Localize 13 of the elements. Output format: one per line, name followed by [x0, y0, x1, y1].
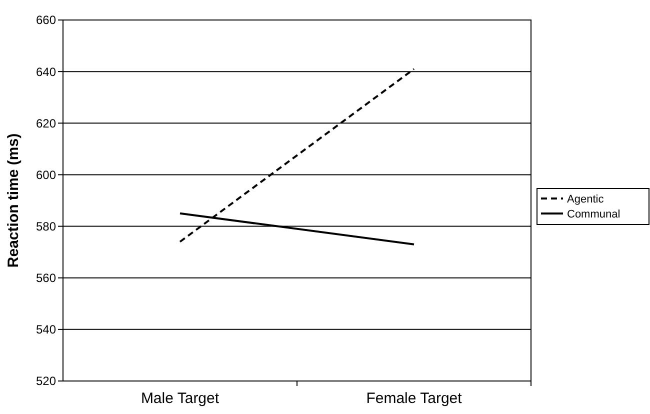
legend-label: Agentic: [567, 193, 604, 206]
y-tick-label: 660: [36, 13, 56, 28]
y-tick-label: 600: [36, 168, 56, 182]
y-tick-label: 540: [36, 322, 56, 337]
y-tick-label: 560: [36, 271, 56, 286]
y-tick-label: 620: [36, 116, 56, 130]
x-tick-label: Male Target: [140, 390, 220, 407]
y-tick-label: 580: [36, 219, 56, 234]
x-tick-label: Female Target: [366, 390, 463, 407]
y-tick-label: 520: [36, 374, 56, 388]
legend-label: Communal: [567, 208, 620, 220]
y-axis-title: Reaction time (ms): [5, 133, 22, 268]
y-tick-label: 640: [36, 64, 56, 79]
